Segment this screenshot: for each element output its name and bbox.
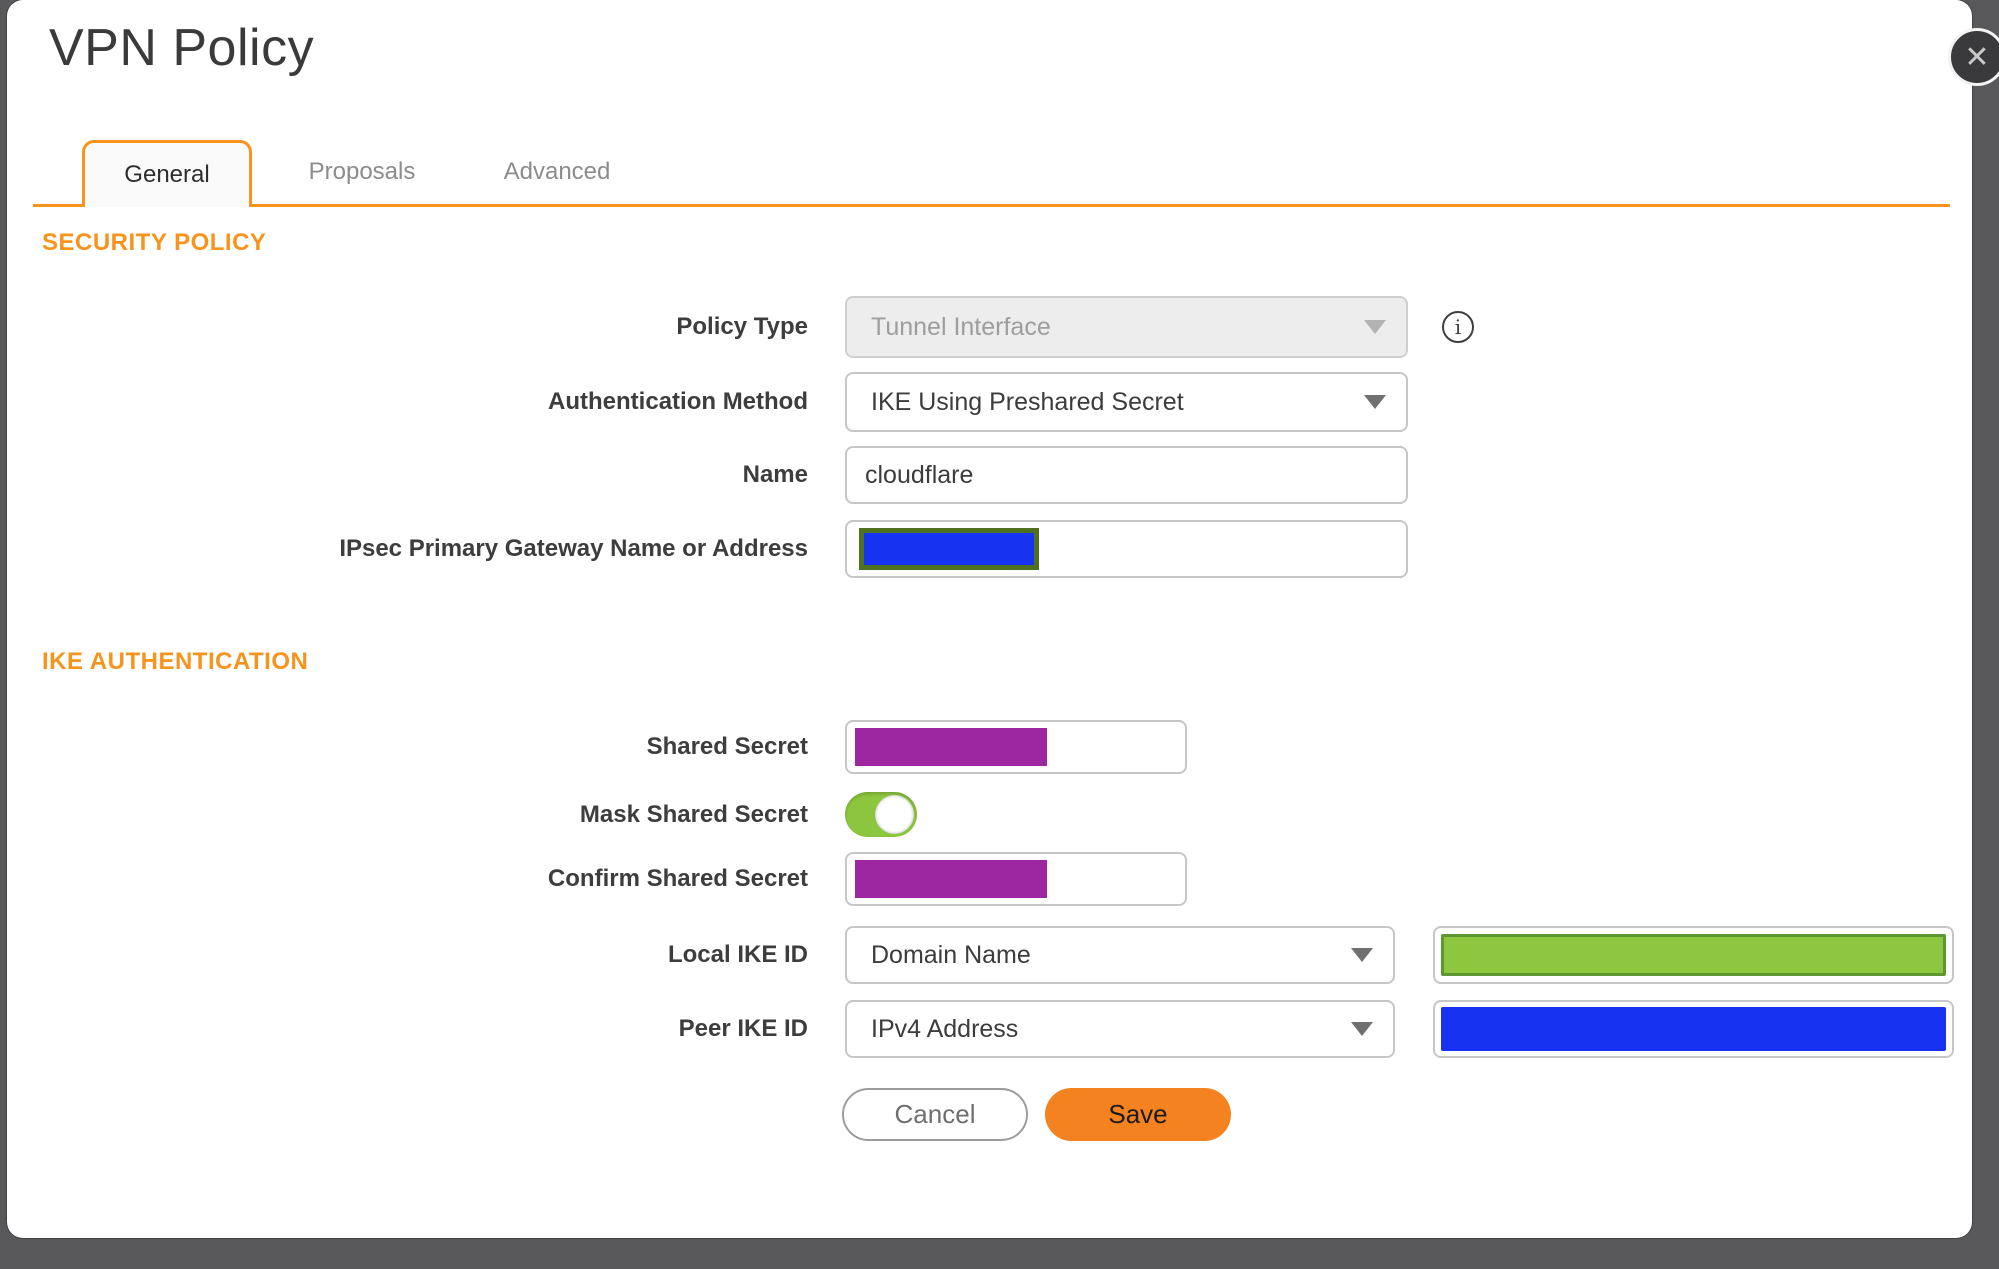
redacted-confirm-shared-secret-value [855, 860, 1047, 898]
policy-type-label: Policy Type [676, 313, 808, 340]
ipsec-gateway-input[interactable] [845, 520, 1408, 578]
peer-ike-id-row: Peer IKE ID IPv4 Address [42, 1000, 1972, 1058]
policy-type-select: Tunnel Interface [845, 296, 1408, 358]
confirm-shared-secret-label: Confirm Shared Secret [547, 865, 808, 892]
authentication-method-select[interactable]: IKE Using Preshared Secret [845, 372, 1408, 432]
chevron-down-icon [1351, 1022, 1373, 1036]
chevron-down-icon [1351, 948, 1373, 962]
cancel-button[interactable]: Cancel [842, 1088, 1028, 1141]
security-policy-heading: SECURITY POLICY [42, 229, 267, 256]
authentication-method-row: Authentication Method IKE Using Preshare… [42, 372, 1972, 432]
authentication-method-label: Authentication Method [548, 388, 808, 415]
close-icon: ✕ [1964, 40, 1990, 74]
chevron-down-icon [1364, 395, 1386, 409]
name-label: Name [742, 461, 808, 488]
mask-shared-secret-label: Mask Shared Secret [579, 800, 808, 828]
local-ike-id-input[interactable] [1433, 926, 1954, 984]
shared-secret-label: Shared Secret [646, 733, 808, 760]
shared-secret-input[interactable] [845, 720, 1187, 774]
peer-ike-id-input[interactable] [1433, 1000, 1954, 1058]
tab-bar: General Proposals Advanced [33, 140, 1950, 207]
redacted-gateway-value [859, 528, 1039, 570]
general-tab-content: SECURITY POLICY Policy Type Tunnel Inter… [7, 207, 1972, 1141]
toggle-knob [875, 795, 914, 834]
ike-authentication-heading: IKE AUTHENTICATION [42, 648, 309, 675]
local-ike-id-type-value: Domain Name [871, 940, 1031, 969]
local-ike-id-label: Local IKE ID [667, 941, 808, 968]
tab-general[interactable]: General [82, 140, 252, 207]
name-row: Name [42, 446, 1972, 504]
chevron-down-icon [1364, 320, 1386, 334]
peer-ike-id-type-select[interactable]: IPv4 Address [845, 1000, 1395, 1058]
tab-advanced[interactable]: Advanced [503, 158, 611, 185]
peer-ike-id-label: Peer IKE ID [678, 1015, 808, 1042]
redacted-shared-secret-value [855, 728, 1047, 766]
info-icon[interactable]: i [1442, 311, 1474, 343]
confirm-shared-secret-row: Confirm Shared Secret [42, 852, 1972, 906]
shared-secret-row: Shared Secret [42, 720, 1972, 774]
redacted-local-ike-id-value [1441, 934, 1946, 976]
local-ike-id-type-select[interactable]: Domain Name [845, 926, 1395, 984]
close-button[interactable]: ✕ [1948, 28, 1999, 86]
vpn-policy-dialog: VPN Policy General Proposals Advanced SE… [7, 0, 1972, 1238]
mask-shared-secret-toggle[interactable] [845, 792, 917, 837]
save-button[interactable]: Save [1045, 1088, 1231, 1141]
mask-shared-secret-row: Mask Shared Secret [42, 792, 1972, 837]
peer-ike-id-type-value: IPv4 Address [871, 1014, 1019, 1043]
policy-type-row: Policy Type Tunnel Interface i [42, 296, 1972, 358]
ipsec-gateway-row: IPsec Primary Gateway Name or Address [42, 520, 1972, 578]
footer-actions: Cancel Save [842, 1088, 1972, 1141]
confirm-shared-secret-input[interactable] [845, 852, 1187, 906]
authentication-method-value: IKE Using Preshared Secret [871, 387, 1184, 416]
page-title: VPN Policy [49, 19, 315, 77]
redacted-peer-ike-id-value [1441, 1007, 1946, 1051]
local-ike-id-row: Local IKE ID Domain Name [42, 926, 1972, 984]
policy-type-value: Tunnel Interface [871, 312, 1051, 341]
tab-proposals[interactable]: Proposals [308, 158, 416, 185]
ipsec-gateway-label: IPsec Primary Gateway Name or Address [339, 535, 808, 562]
name-input[interactable] [865, 460, 1388, 490]
